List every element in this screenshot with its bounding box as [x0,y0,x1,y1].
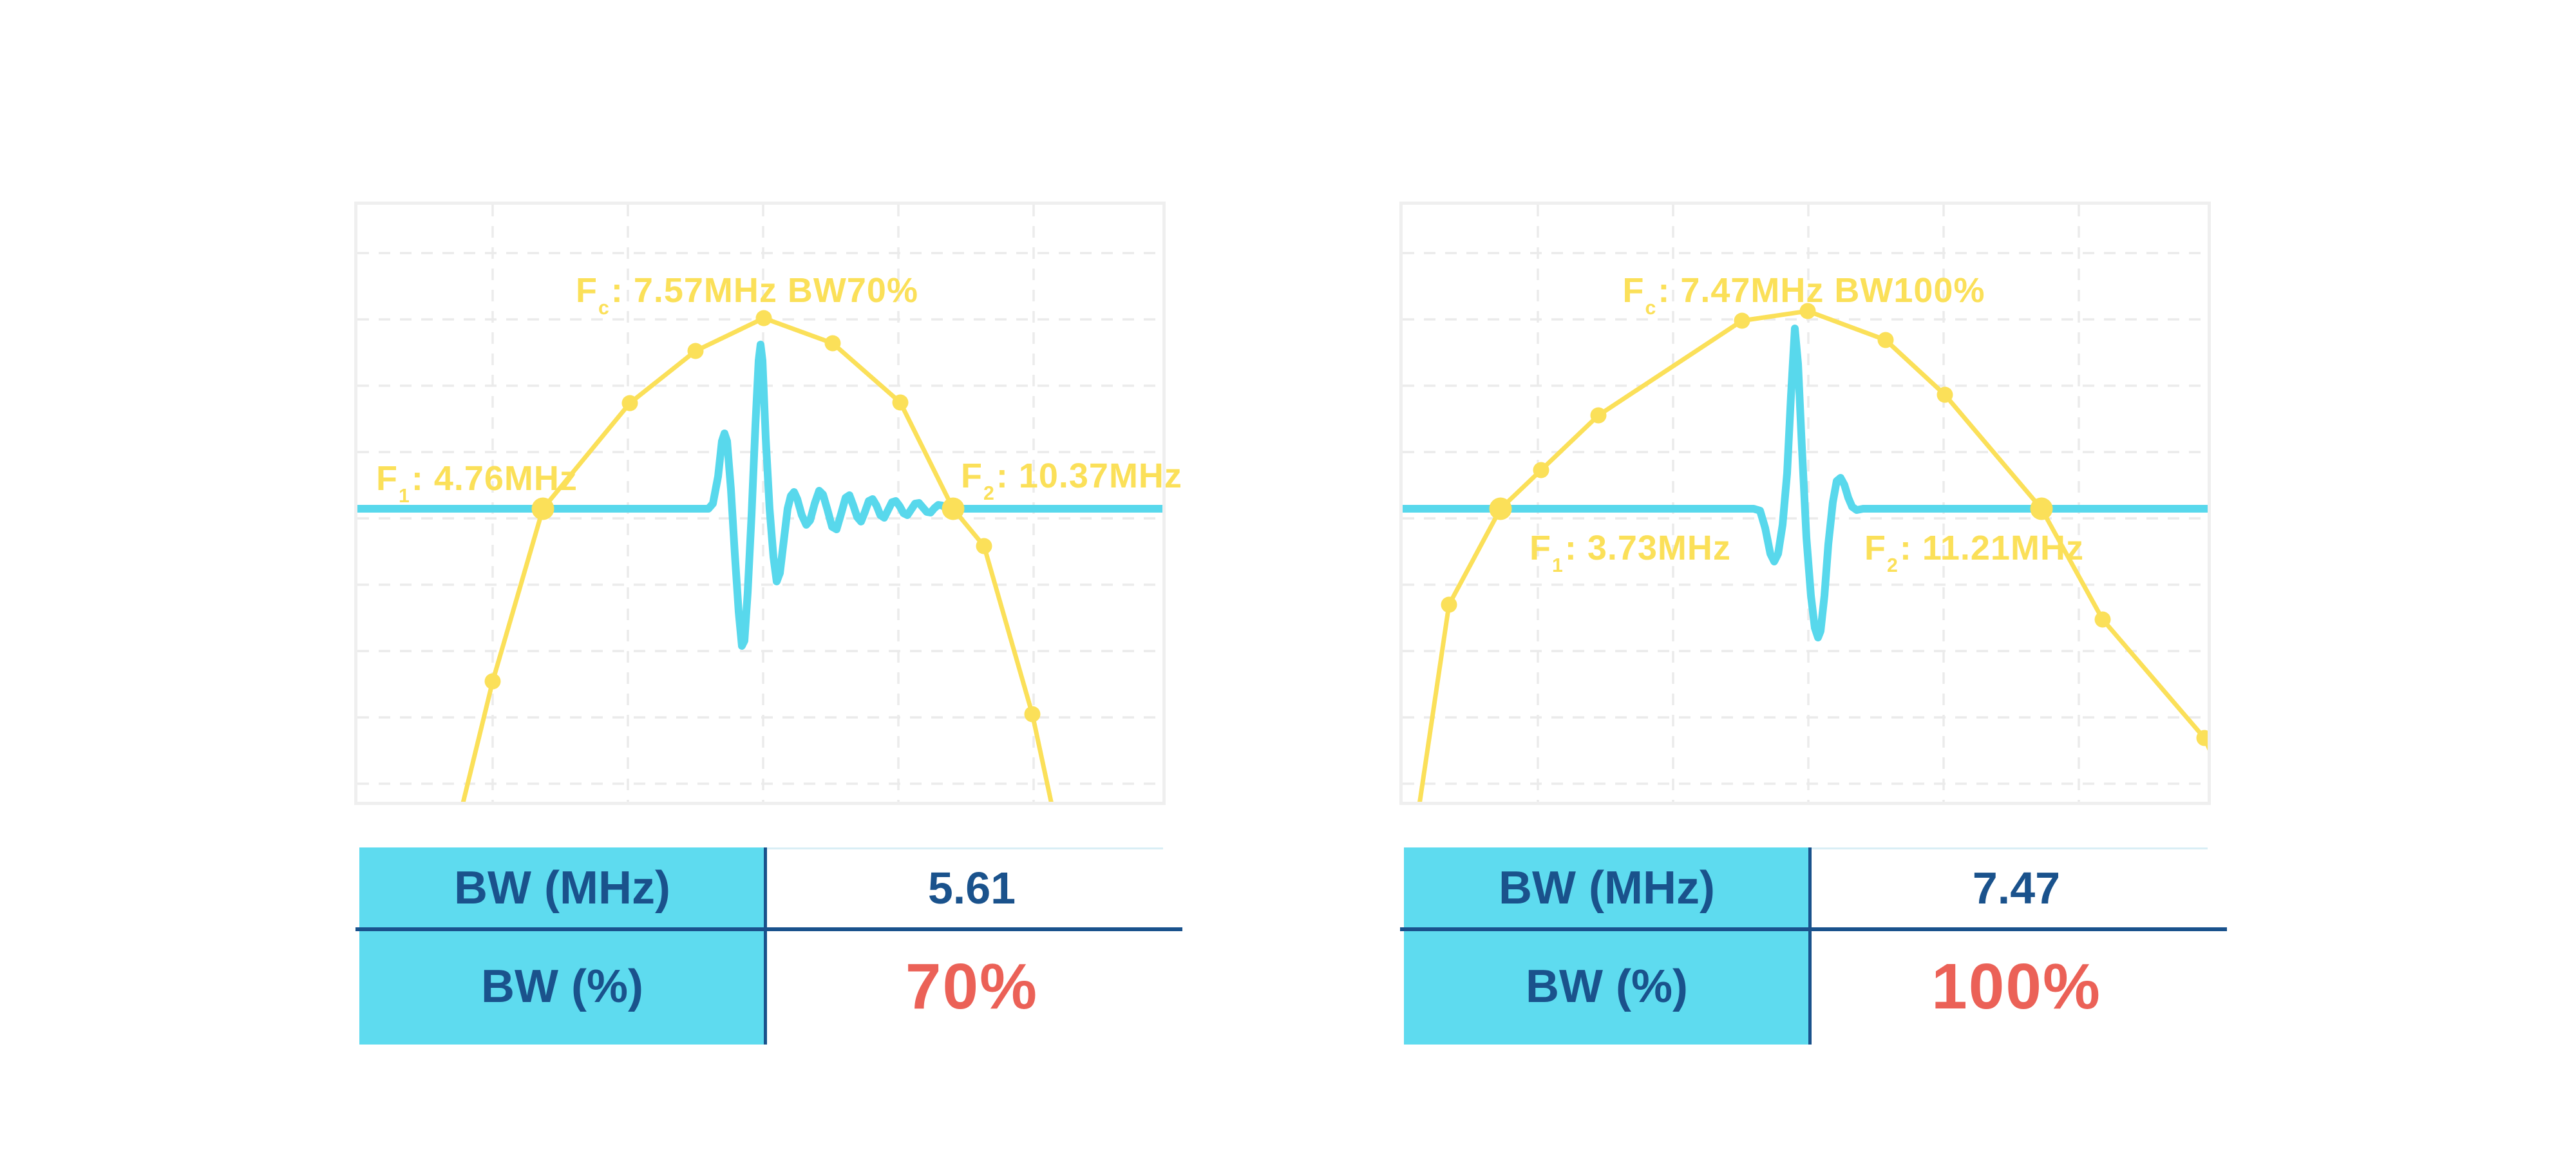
table-top-line [1810,847,2208,849]
data-point-marker [1877,332,1894,348]
data-point-marker [892,394,909,411]
spectrum-chart-left [357,205,1162,802]
bw-percent-value: 100% [1931,950,2101,1023]
data-point-marker [1590,407,1607,424]
bw-mhz-label: BW (MHz) [454,862,670,914]
bw-percent-value: 70% [905,950,1039,1023]
table-row-separator [1400,927,2227,931]
chart-panel-left: Fc: 7.57MHz BW70% F1: 4.76MHz F2: 10.37MHz [354,202,1182,805]
pulse-waveform [1403,325,2208,641]
fc-label: Fc: 7.47MHz BW100% [1622,271,1985,319]
data-point-marker [824,335,841,352]
f2-label: F2: 10.37MHz [961,457,1182,505]
chart-panel-right: Fc: 7.47MHz BW100% F1: 3.73MHz F2: 11.21MH… [1399,202,2211,805]
data-point-marker [1799,303,1816,319]
bw-percent-label: BW (%) [481,961,643,1012]
bw-mhz-label: BW (MHz) [1499,862,1715,914]
data-point-marker [484,673,501,690]
f2-label: F2: 11.21MHz [1864,529,2084,577]
f1-label: F1: 3.73MHz [1530,529,1731,577]
bw-table-right: BW (MHz) BW (%) 7.47 100% [1400,847,2227,1045]
data-point-marker [621,395,638,411]
data-point-marker [1441,596,1457,613]
data-point-marker [1734,312,1750,329]
spectrum-chart-right [1403,205,2208,802]
bw-percent-label: BW (%) [1526,961,1688,1012]
fc-label: Fc: 7.57MHz BW70% [576,271,918,319]
data-point-marker [2196,730,2208,746]
bw-table-left: BW (MHz) BW (%) 5.61 70% [355,847,1182,1045]
data-point-marker [1937,386,1953,403]
data-point-marker [1533,462,1549,478]
table-top-line [765,847,1163,849]
band-edge-marker [2030,497,2053,520]
f1-label: F1: 4.76MHz [376,459,578,507]
table-label-column: BW (MHz) BW (%) [359,847,765,1045]
table-column-divider [764,847,767,1045]
data-point-marker [687,343,704,359]
table-label-column: BW (MHz) BW (%) [1404,847,1810,1045]
table-value-column: 5.61 70% [765,847,1179,1045]
band-edge-marker [1489,497,1512,520]
spectrum-curve [460,316,1054,802]
data-point-marker [755,310,772,326]
bw-mhz-value: 5.61 [927,863,1016,913]
pulse-waveform [357,341,1162,650]
band-edge-marker [942,497,965,520]
data-point-marker [976,538,992,554]
table-column-divider [1808,847,1812,1045]
band-edge-marker [531,497,554,520]
bw-mhz-value: 7.47 [1972,863,2061,913]
data-point-marker [2094,611,2111,628]
table-row-separator [355,927,1182,931]
data-point-marker [1024,706,1041,723]
table-value-column: 7.47 100% [1810,847,2223,1045]
